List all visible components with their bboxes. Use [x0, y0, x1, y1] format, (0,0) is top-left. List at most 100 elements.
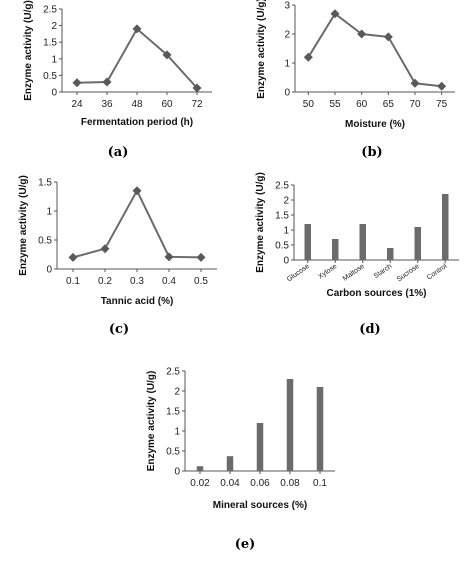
x-tick-label-b: 65	[383, 99, 395, 110]
x-axis-title-d: Carbon sources (1%)	[326, 288, 426, 299]
data-point-b	[383, 32, 393, 42]
x-tick-label-b: 70	[409, 99, 421, 110]
x-tick-label-a: 48	[131, 99, 143, 110]
bar-e	[196, 466, 204, 471]
x-tick-label-b: 60	[356, 99, 368, 110]
data-point-b	[330, 9, 340, 19]
data-point-c	[132, 186, 142, 196]
chart-panel-c: 0 0.5 1 1.5 0.1 0.2 0.3 0.4 0.5 Tannic acid (%) En…	[0, 170, 237, 340]
y-tick-label-a: 2.5	[43, 5, 57, 16]
data-point-a	[102, 77, 112, 87]
y-tick-label-a: 2	[51, 21, 57, 32]
x-tick-label-c: 0.4	[162, 276, 176, 287]
x-tick-label-a: 72	[191, 99, 203, 110]
series-line-b	[307, 12, 442, 88]
panel-label-e: (e)	[234, 537, 256, 552]
x-tick-label-b: 50	[303, 99, 315, 110]
bar-d	[414, 227, 421, 260]
chart-a: 0 0.5 1 1.5 2 2.5 24 36 48 60 72 Fermentation perio…	[23, 0, 212, 128]
y-tick-label-e: 0	[174, 467, 180, 478]
y-tick-label-d: 2.5	[275, 181, 289, 192]
x-tick-label-a: 36	[101, 99, 113, 110]
x-tick-label-d: Maltose	[342, 263, 366, 283]
bar-d	[332, 239, 339, 260]
y-tick-label-b: 1	[284, 59, 290, 70]
y-tick-label-a: 1	[51, 54, 57, 65]
y-tick-label-b: 0	[284, 88, 290, 99]
panel-label-c: (c)	[108, 322, 130, 337]
data-point-a	[132, 24, 142, 34]
data-point-a	[162, 50, 172, 60]
bar-e	[286, 379, 294, 471]
data-point-c	[196, 252, 206, 262]
y-tick-label-e: 2	[174, 387, 180, 398]
x-tick-label-d: Glucose	[286, 263, 311, 284]
bar-e	[256, 423, 264, 471]
bar-e	[316, 387, 324, 471]
panel-label-d: (d)	[359, 322, 381, 337]
y-tick-label-b: 3	[284, 1, 290, 12]
y-tick-label-a: 0	[51, 88, 57, 99]
y-tick-label-d: 0	[283, 256, 289, 267]
x-tick-label-d: Xylose	[317, 263, 338, 281]
x-tick-label-e: 0.06	[250, 478, 270, 489]
y-tick-label-d: 1	[283, 226, 289, 237]
y-tick-label-e: 1	[174, 427, 180, 438]
y-tick-label-a: 0.5	[43, 71, 57, 82]
y-tick-label-d: 0.5	[275, 241, 289, 252]
x-axis-title-c: Tannic acid (%)	[101, 296, 174, 307]
bar-e	[226, 456, 234, 471]
y-axis-title-e: Enzyme activity (U/g)	[146, 371, 157, 472]
y-tick-label-a: 1.5	[43, 38, 57, 49]
y-axis-title-a: Enzyme activity (U/g)	[23, 0, 34, 101]
y-tick-label-d: 2	[283, 196, 289, 207]
y-tick-label-b: 2	[284, 30, 290, 41]
chart-e: 0 0.5 1 1.5 2 2.5 0.02 0.04 0.06 0.08 0.1 Mineral s…	[146, 367, 335, 511]
x-tick-label-b: 55	[329, 99, 341, 110]
data-point-c	[68, 252, 78, 262]
chart-panel-b: 0 1 2 3 50 55 60 65 70 75 Moisture (%) Enzyme activ…	[237, 0, 474, 170]
chart-panel-a: 0 0.5 1 1.5 2 2.5 24 36 48 60 72 Fermentation perio…	[0, 0, 237, 170]
series-line-a	[76, 27, 198, 89]
y-axis-title-d: Enzyme activity (U/g)	[255, 172, 266, 273]
x-tick-label-c: 0.5	[194, 276, 208, 287]
bar-d	[359, 224, 366, 260]
y-tick-label-e: 0.5	[166, 447, 180, 458]
data-point-b	[437, 81, 447, 91]
bar-d	[442, 194, 449, 260]
x-tick-label-d: Control	[426, 263, 449, 282]
data-point-a	[72, 78, 82, 88]
x-tick-label-b: 75	[436, 99, 448, 110]
bar-d	[387, 248, 394, 260]
data-point-b	[410, 78, 420, 88]
chart-panel-e: 0 0.5 1 1.5 2 2.5 0.02 0.04 0.06 0.08 0.1 Mineral s…	[130, 350, 344, 520]
x-tick-label-c: 0.1	[66, 276, 80, 287]
bar-d	[304, 224, 311, 260]
x-tick-label-d: Sucrose	[396, 263, 421, 284]
x-tick-label-e: 0.02	[190, 478, 210, 489]
x-tick-label-e: 0.08	[280, 478, 300, 489]
chart-panel-d: 0 0.5 1 1.5 2 2.5 Glucose Xylose Maltose Starch Su…	[237, 170, 474, 340]
y-tick-label-e: 2.5	[166, 367, 180, 378]
x-tick-label-a: 24	[71, 99, 83, 110]
data-point-b	[303, 52, 313, 62]
chart-c: 0 0.5 1 1.5 0.1 0.2 0.3 0.4 0.5 Tannic acid (%) En…	[18, 175, 217, 307]
x-tick-label-c: 0.2	[98, 276, 112, 287]
data-point-a	[192, 83, 202, 93]
x-axis-title-b: Moisture (%)	[345, 119, 405, 130]
chart-b: 0 1 2 3 50 55 60 65 70 75 Moisture (%) Enzyme activ…	[256, 0, 455, 130]
x-tick-label-a: 60	[161, 99, 173, 110]
data-point-c	[100, 244, 110, 254]
y-axis-title-b: Enzyme activity (U/g)	[256, 0, 267, 99]
x-axis-title-a: Fermentation period (h)	[81, 117, 193, 128]
y-tick-label-c: 1	[46, 207, 52, 218]
x-tick-label-c: 0.3	[130, 276, 144, 287]
panel-label-a: (a)	[107, 145, 129, 160]
y-tick-label-c: 0.5	[38, 236, 52, 247]
chart-d: 0 0.5 1 1.5 2 2.5 Glucose Xylose Maltose Starch Su…	[255, 172, 459, 299]
y-axis-title-c: Enzyme activity (U/g)	[18, 175, 29, 276]
panel-label-b: (b)	[361, 145, 383, 160]
x-axis-title-e: Mineral sources (%)	[213, 500, 307, 511]
x-tick-label-e: 0.04	[220, 478, 240, 489]
x-tick-label-d: Starch	[373, 263, 394, 280]
